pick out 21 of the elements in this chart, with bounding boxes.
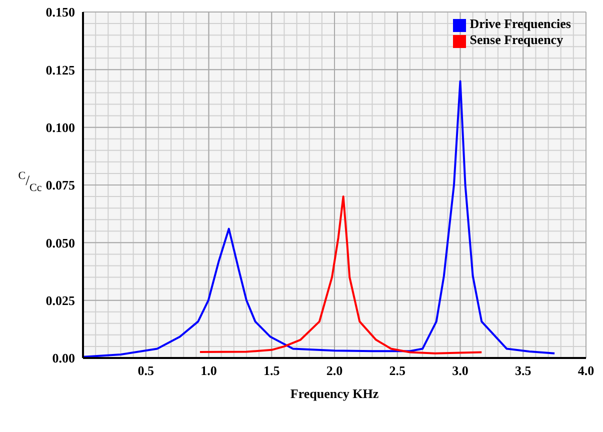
x-tick-label: 2.5: [389, 363, 406, 378]
x-tick-label: 2.0: [326, 363, 343, 378]
y-tick-label: 0.100: [46, 120, 75, 135]
x-tick-label: 4.0: [578, 363, 594, 378]
y-axis-title: $^{C}$/$_{Cc}$: [18, 170, 42, 194]
x-tick-label: 1.5: [264, 363, 280, 378]
y-tick-label: 0.075: [46, 178, 76, 193]
line-series: [198, 196, 483, 354]
legend-label: Drive Frequencies: [470, 16, 571, 31]
x-tick-label: 1.0: [200, 363, 217, 378]
x-tick-label: 3.5: [515, 363, 532, 378]
y-tick-label: 0.025: [46, 292, 76, 308]
y-tick-label: 0.150: [46, 4, 75, 20]
x-axis-title: Frequency KHz: [290, 386, 379, 401]
x-tick-label: 3.0: [452, 363, 468, 378]
y-tick-label: 0.125: [46, 62, 76, 78]
line-series: [83, 80, 556, 358]
legend-label: Sense Frequency: [470, 32, 564, 47]
x-tick-label: 0.5: [138, 363, 154, 378]
y-tick-label: 0.050: [46, 235, 75, 250]
y-tick-label: 0.00: [52, 350, 75, 366]
